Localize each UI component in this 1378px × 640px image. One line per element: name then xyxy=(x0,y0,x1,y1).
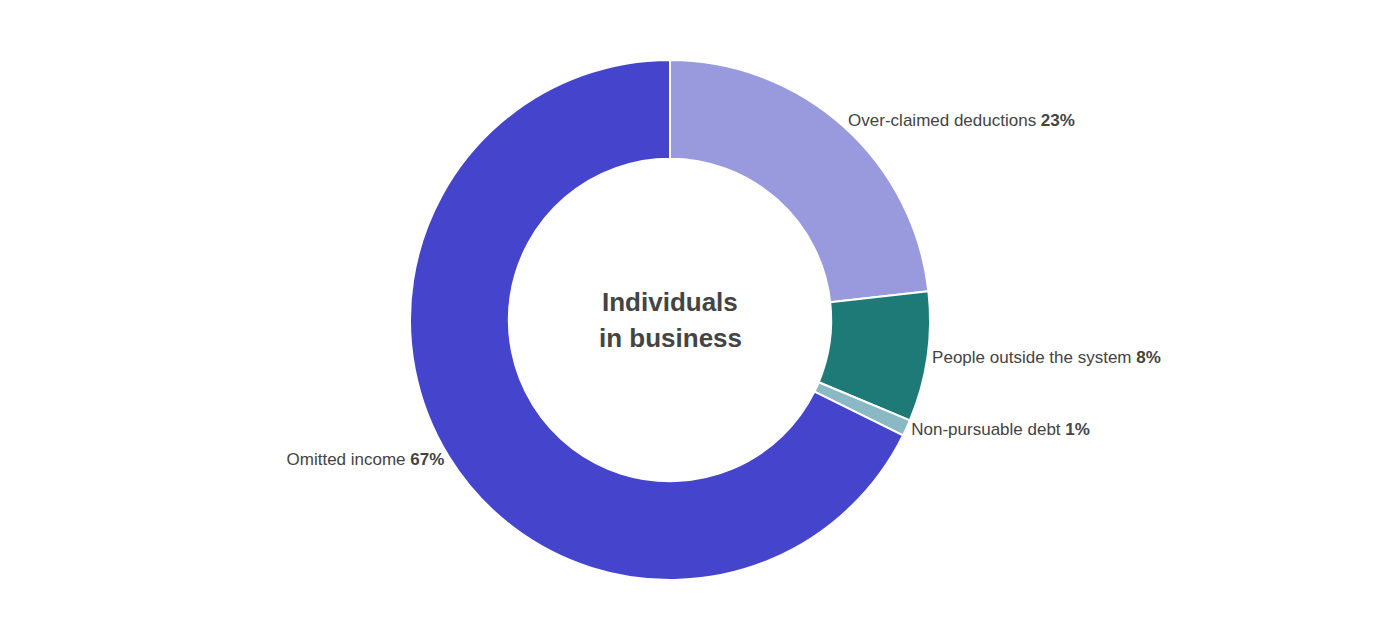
svg-text:Over-claimed deductions 23%: Over-claimed deductions 23% xyxy=(848,111,1075,130)
svg-text:in business: in business xyxy=(599,323,742,353)
svg-text:Non-pursuable debt 1%: Non-pursuable debt 1% xyxy=(911,420,1090,439)
svg-text:People outside the system 8%: People outside the system 8% xyxy=(932,348,1161,367)
svg-text:Individuals: Individuals xyxy=(602,287,738,317)
svg-text:Omitted income 67%: Omitted income 67% xyxy=(287,450,445,469)
